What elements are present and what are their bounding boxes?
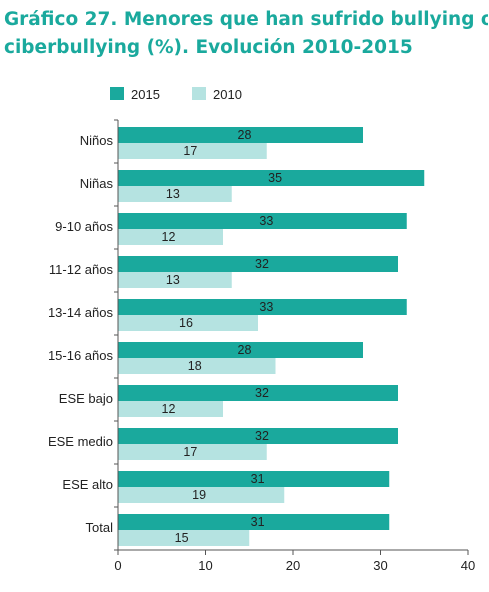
data-label-2010-1: 13 [166, 187, 180, 201]
chart-title: Gráfico 27. Menores que han sufrido bull… [4, 6, 488, 62]
data-label-2015-5: 28 [238, 343, 252, 357]
category-label-7: ESE medio [48, 434, 113, 449]
data-label-2015-6: 32 [255, 386, 269, 400]
bar-2015-8 [118, 471, 390, 487]
chart-title-line-1: Gráfico 27. Menores que han sufrido bull… [4, 9, 488, 30]
data-label-2010-6: 12 [162, 402, 176, 416]
x-tick-label-2: 20 [286, 558, 300, 573]
bar-2015-7 [118, 428, 398, 444]
x-tick-label-1: 10 [198, 558, 212, 573]
bar-2010-0 [118, 143, 267, 159]
data-label-2015-8: 31 [251, 472, 265, 486]
category-label-8: ESE alto [62, 477, 113, 492]
data-label-2010-8: 19 [192, 488, 206, 502]
data-label-2010-3: 13 [166, 273, 180, 287]
data-label-2010-2: 12 [162, 230, 176, 244]
bar-2010-5 [118, 358, 276, 374]
data-label-2010-4: 16 [179, 316, 193, 330]
category-label-5: 15-16 años [48, 348, 114, 363]
data-label-2010-9: 15 [175, 531, 189, 545]
bar-2015-1 [118, 170, 425, 186]
category-label-1: Niñas [80, 176, 114, 191]
category-label-4: 13-14 años [48, 305, 114, 320]
bar-2010-3 [118, 272, 232, 288]
bar-2015-0 [118, 127, 363, 143]
bar-2010-1 [118, 186, 232, 202]
data-label-2010-5: 18 [188, 359, 202, 373]
x-tick-label-4: 40 [461, 558, 475, 573]
x-tick-label-3: 30 [373, 558, 387, 573]
data-label-2015-0: 28 [238, 128, 252, 142]
bar-2010-2 [118, 229, 223, 245]
bar-2015-3 [118, 256, 398, 272]
bar-2010-7 [118, 444, 267, 460]
bar-2010-9 [118, 530, 250, 546]
x-tick-label-0: 0 [114, 558, 121, 573]
legend-label-2015: 2015 [131, 87, 160, 102]
bar-2015-5 [118, 342, 363, 358]
bar-2015-9 [118, 514, 390, 530]
category-label-0: Niños [80, 133, 114, 148]
legend-swatch-2010 [192, 87, 206, 100]
category-label-2: 9-10 años [55, 219, 113, 234]
data-label-2015-1: 35 [268, 171, 282, 185]
category-label-9: Total [86, 520, 114, 535]
bar-2015-2 [118, 213, 407, 229]
data-label-2015-2: 33 [259, 214, 273, 228]
bar-2010-4 [118, 315, 258, 331]
chart-title-line-2: ciberbullying (%). Evolución 2010-2015 [4, 37, 413, 58]
bar-2015-6 [118, 385, 398, 401]
bar-2010-8 [118, 487, 285, 503]
bar-2010-6 [118, 401, 223, 417]
legend-label-2010: 2010 [213, 87, 242, 102]
data-label-2015-9: 31 [251, 515, 265, 529]
data-label-2015-7: 32 [255, 429, 269, 443]
bar-2015-4 [118, 299, 407, 315]
data-label-2010-7: 17 [183, 445, 197, 459]
data-label-2015-4: 33 [259, 300, 273, 314]
data-label-2010-0: 17 [183, 144, 197, 158]
category-label-6: ESE bajo [59, 391, 113, 406]
data-label-2015-3: 32 [255, 257, 269, 271]
category-label-3: 11-12 años [49, 262, 114, 277]
legend-swatch-2015 [110, 87, 124, 100]
